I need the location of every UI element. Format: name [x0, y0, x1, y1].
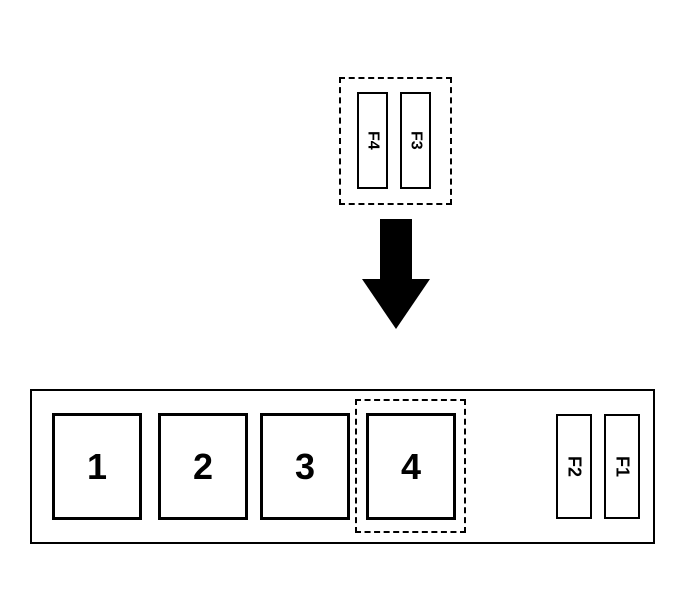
- diagram-canvas: F4 F3 1 2 3 4 F2 F1: [0, 0, 683, 600]
- fuse-f4: F4: [357, 92, 388, 189]
- fuse-f2: F2: [556, 414, 592, 519]
- slot-3: 3: [260, 413, 350, 520]
- fuse-f1: F1: [604, 414, 640, 519]
- fuse-f3: F3: [400, 92, 431, 189]
- arrow-head-icon: [362, 279, 430, 329]
- slot-4: 4: [366, 413, 456, 520]
- slot-1: 1: [52, 413, 142, 520]
- upper-dashed-container: [339, 77, 452, 205]
- arrow-shaft: [380, 219, 412, 281]
- slot-2: 2: [158, 413, 248, 520]
